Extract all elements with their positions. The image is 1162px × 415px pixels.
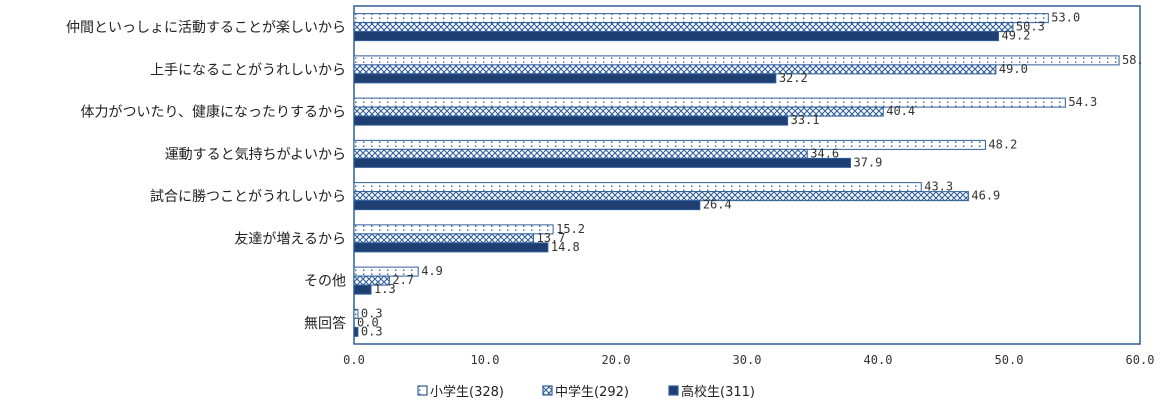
data-label: 4.9 xyxy=(421,264,443,278)
data-label: 15.2 xyxy=(556,222,585,236)
bar-solid xyxy=(353,157,851,168)
data-label: 53.0 xyxy=(1051,11,1080,25)
x-tick-label: 40.0 xyxy=(864,353,893,367)
category-label: 上手になることがうれしいから xyxy=(150,62,346,78)
plot-frame xyxy=(353,5,1141,345)
bar-solid xyxy=(353,73,777,84)
bar-cross xyxy=(353,233,534,244)
data-label: 58. xyxy=(1122,53,1144,67)
bar-dots xyxy=(353,182,922,193)
data-label: 26.4 xyxy=(703,198,732,212)
data-label: 0.3 xyxy=(361,324,383,338)
category-labels: 仲間といっしょに活動することが楽しいから上手になることがうれしいから体力がついた… xyxy=(66,20,346,332)
bar-cross xyxy=(353,275,390,286)
bar-cross xyxy=(353,22,1014,33)
bars xyxy=(353,13,1120,337)
data-label: 48.2 xyxy=(988,137,1017,151)
bar-solid xyxy=(353,284,372,295)
legend: 小学生(328) 中学生(292) 高校生(311) xyxy=(417,384,755,400)
x-tick-label: 10.0 xyxy=(471,353,500,367)
legend-swatch xyxy=(542,385,553,396)
category-label: その他 xyxy=(304,274,346,290)
bar-cross xyxy=(353,64,997,75)
legend-label: 中学生(292) xyxy=(555,384,629,400)
data-label: 54.3 xyxy=(1068,95,1097,109)
bar-solid xyxy=(353,242,549,253)
category-label: 仲間といっしょに活動することが楽しいから xyxy=(66,20,346,36)
legend-swatch xyxy=(668,385,679,396)
data-label: 50.3 xyxy=(1016,20,1045,34)
bar-solid xyxy=(353,115,789,126)
x-axis-ticks: 0.0 10.0 20.0 30.0 40.0 50.0 60.0 xyxy=(343,353,1154,367)
data-label: 33.1 xyxy=(791,113,820,127)
data-label: 0.0 xyxy=(357,315,379,329)
legend-swatch xyxy=(417,385,428,396)
x-tick-label: 0.0 xyxy=(343,353,365,367)
data-label: 49.2 xyxy=(1002,29,1031,43)
bar-dots xyxy=(353,139,986,150)
x-tick-label: 50.0 xyxy=(995,353,1024,367)
bar-dots xyxy=(353,13,1049,24)
bar-solid xyxy=(353,31,1000,42)
category-label: 無回答 xyxy=(304,315,346,332)
bar-cross xyxy=(353,148,808,159)
bar-dots xyxy=(353,308,359,319)
data-label: 32.2 xyxy=(779,71,808,85)
data-label: 43.3 xyxy=(924,180,953,194)
plot-border xyxy=(353,5,1141,345)
category-label: 運動すると気持ちがよいから xyxy=(165,147,346,163)
bar-solid xyxy=(353,200,701,211)
data-label: 2.7 xyxy=(392,273,414,287)
data-label: 40.4 xyxy=(886,104,915,118)
category-label: 試合に勝つことがうれしいから xyxy=(150,189,346,205)
data-label: 14.8 xyxy=(551,240,580,254)
data-label: 46.9 xyxy=(971,189,1000,203)
category-label: 友達が増えるから xyxy=(234,231,346,247)
bar-dots xyxy=(353,224,554,235)
bar-dots xyxy=(353,97,1066,108)
x-tick-label: 20.0 xyxy=(602,353,631,367)
legend-label: 小学生(328) xyxy=(430,384,504,400)
bar-solid xyxy=(353,326,359,337)
category-label: 体力がついたり、健康になったりするから xyxy=(81,104,346,121)
data-label: 1.3 xyxy=(374,282,396,296)
x-tick-label: 60.0 xyxy=(1126,353,1155,367)
bar-cross xyxy=(353,191,969,202)
data-label: 34.6 xyxy=(810,146,839,160)
data-label: 37.9 xyxy=(853,155,882,169)
data-label: 0.3 xyxy=(361,306,383,320)
data-label: 49.0 xyxy=(999,62,1028,76)
x-tick-label: 30.0 xyxy=(733,353,762,367)
data-label: 13.7 xyxy=(536,231,565,245)
data-labels: 53.0 58. 54.3 48.2 43.3 15.2 4.9 0.3 50.3 49.0 40.… xyxy=(357,11,1144,339)
legend-label: 高校生(311) xyxy=(681,384,755,400)
